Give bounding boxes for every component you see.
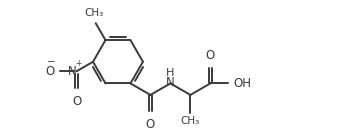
Text: O: O	[46, 65, 55, 78]
Text: CH₃: CH₃	[181, 116, 200, 126]
Text: N: N	[166, 76, 175, 89]
Text: O: O	[206, 49, 215, 62]
Text: O: O	[72, 95, 81, 108]
Text: N: N	[68, 65, 77, 78]
Text: H: H	[166, 69, 175, 79]
Text: −: −	[47, 57, 56, 67]
Text: OH: OH	[233, 77, 251, 90]
Text: +: +	[75, 59, 81, 68]
Text: CH₃: CH₃	[85, 8, 104, 18]
Text: O: O	[146, 118, 155, 131]
